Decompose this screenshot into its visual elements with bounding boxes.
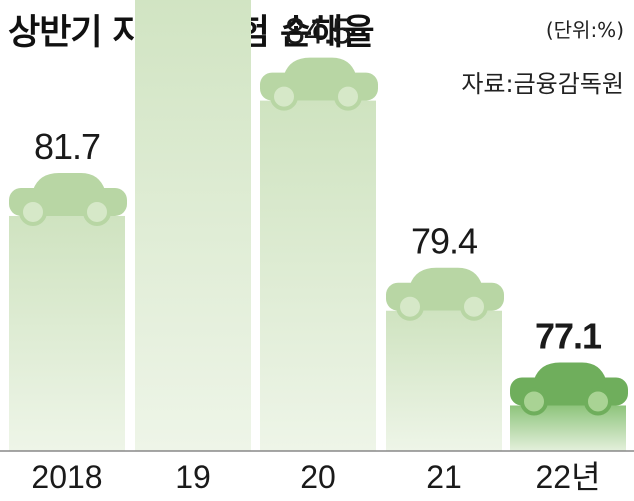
bar-2018: [9, 215, 125, 451]
car-icon: [260, 57, 378, 111]
x-tick-label: 21: [426, 459, 462, 495]
bars-group: [9, 0, 628, 451]
x-tick-label: 19: [175, 459, 211, 495]
bar-20: [260, 100, 376, 451]
bar-21: [386, 310, 502, 451]
bar-19: [135, 0, 251, 451]
x-labels-group: 2018 19 20 21 22년: [31, 459, 600, 495]
unit-label: (단위:%): [545, 18, 624, 42]
value-label: 84.5: [285, 11, 351, 52]
value-labels-group: 81.787.784.579.477.1: [34, 11, 603, 357]
x-tick-label: 20: [300, 459, 336, 495]
x-tick-label: 2018: [31, 459, 102, 495]
source-label: 자료:금융감독원: [461, 70, 624, 98]
x-tick-label: 22년: [535, 459, 600, 495]
value-label: 79.4: [411, 221, 477, 262]
car-icon: [510, 362, 628, 416]
car-icon: [9, 172, 127, 226]
value-label: 81.7: [34, 126, 100, 167]
value-label: 77.1: [535, 315, 602, 356]
car-icon: [386, 267, 504, 321]
